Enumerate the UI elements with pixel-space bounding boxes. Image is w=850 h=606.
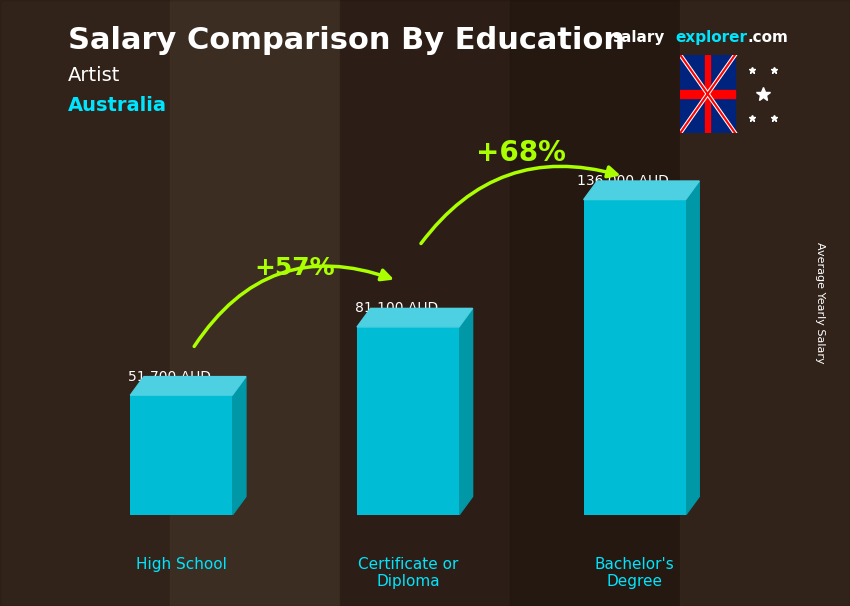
- Text: 81,100 AUD: 81,100 AUD: [355, 301, 439, 315]
- Bar: [340, 0, 510, 606]
- Text: Australia: Australia: [68, 96, 167, 115]
- Text: .com: .com: [748, 30, 789, 45]
- Text: Bachelor's
Degree: Bachelor's Degree: [595, 557, 675, 589]
- Text: +57%: +57%: [254, 256, 335, 279]
- Text: Artist: Artist: [68, 66, 121, 85]
- Text: Salary Comparison By Education: Salary Comparison By Education: [68, 25, 625, 55]
- Bar: [680, 90, 735, 98]
- Text: Average Yearly Salary: Average Yearly Salary: [815, 242, 825, 364]
- Text: 51,700 AUD: 51,700 AUD: [128, 370, 212, 384]
- Polygon shape: [357, 308, 473, 327]
- FancyArrowPatch shape: [194, 266, 390, 347]
- Polygon shape: [459, 308, 473, 515]
- Text: salary: salary: [612, 30, 665, 45]
- Polygon shape: [584, 181, 700, 199]
- FancyBboxPatch shape: [584, 199, 686, 515]
- Polygon shape: [130, 376, 246, 395]
- Text: +68%: +68%: [476, 139, 566, 167]
- Text: 136,000 AUD: 136,000 AUD: [577, 174, 669, 188]
- FancyArrowPatch shape: [421, 166, 617, 244]
- Bar: [510, 0, 680, 606]
- Bar: [0, 0, 170, 606]
- Bar: [680, 55, 735, 94]
- Text: explorer: explorer: [676, 30, 748, 45]
- Bar: [680, 0, 850, 606]
- Polygon shape: [232, 376, 246, 515]
- Bar: [705, 55, 711, 133]
- Bar: [170, 0, 340, 606]
- Text: Certificate or
Diploma: Certificate or Diploma: [358, 557, 458, 589]
- Polygon shape: [686, 181, 700, 515]
- Text: High School: High School: [136, 557, 227, 572]
- FancyBboxPatch shape: [357, 327, 459, 515]
- Bar: [680, 94, 735, 133]
- FancyBboxPatch shape: [130, 395, 232, 515]
